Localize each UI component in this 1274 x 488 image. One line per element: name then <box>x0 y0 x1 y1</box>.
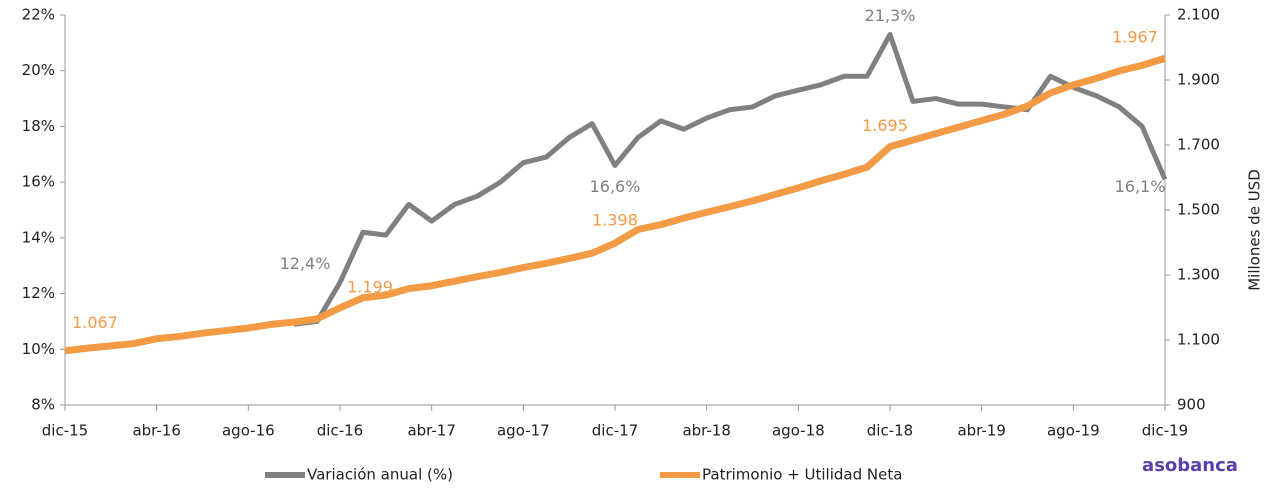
x-tick-label: dic-15 <box>42 422 88 440</box>
y-tick-label: 8% <box>31 396 55 414</box>
x-tick-label: abr-19 <box>957 422 1005 440</box>
y-tick-label: 18% <box>22 117 55 135</box>
y-tick-label: 10% <box>22 340 55 358</box>
x-tick-label: abr-18 <box>682 422 730 440</box>
x-tick-label: abr-16 <box>132 422 180 440</box>
y-tick-label: 14% <box>22 228 55 246</box>
y2-tick-label: 1.900 <box>1177 71 1220 89</box>
y-tick-label: 12% <box>22 284 55 302</box>
y2-tick-label: 900 <box>1177 396 1206 414</box>
y2-tick-label: 1.500 <box>1177 201 1220 219</box>
x-tick-label: ago-19 <box>1047 422 1100 440</box>
y-tick-label: 16% <box>22 173 55 191</box>
data-label: 16,6% <box>590 177 641 196</box>
y2-tick-label: 1.300 <box>1177 266 1220 284</box>
x-tick-label: ago-18 <box>772 422 825 440</box>
data-label: 1.398 <box>592 211 638 230</box>
legend-label: Patrimonio + Utilidad Neta <box>702 466 902 484</box>
x-tick-label: dic-17 <box>592 422 638 440</box>
series-line <box>293 32 1168 327</box>
y-tick-label: 22% <box>22 6 55 24</box>
x-tick-label: abr-17 <box>407 422 455 440</box>
x-tick-label: ago-17 <box>497 422 550 440</box>
data-label: 1.695 <box>862 116 908 135</box>
x-tick-label: dic-16 <box>317 422 363 440</box>
data-label: 16,1% <box>1115 177 1166 196</box>
legend-label: Variación anual (%) <box>307 466 453 484</box>
y2-tick-label: 1.700 <box>1177 136 1220 154</box>
logo: asobanca <box>1142 455 1238 476</box>
data-label: 12,4% <box>280 254 331 273</box>
x-tick-label: dic-19 <box>1142 422 1188 440</box>
data-label: 1.967 <box>1112 28 1158 47</box>
x-tick-label: dic-18 <box>867 422 913 440</box>
x-tick-label: ago-16 <box>222 422 275 440</box>
y2-tick-label: 1.100 <box>1177 331 1220 349</box>
y2-axis-label: Millones de USD <box>1246 169 1264 291</box>
y2-tick-label: 2.100 <box>1177 6 1220 24</box>
data-label: 21,3% <box>865 6 916 25</box>
series-line <box>64 54 1167 355</box>
data-label: 1.067 <box>72 313 118 332</box>
data-label: 1.199 <box>347 277 393 296</box>
y-tick-label: 20% <box>22 61 55 79</box>
